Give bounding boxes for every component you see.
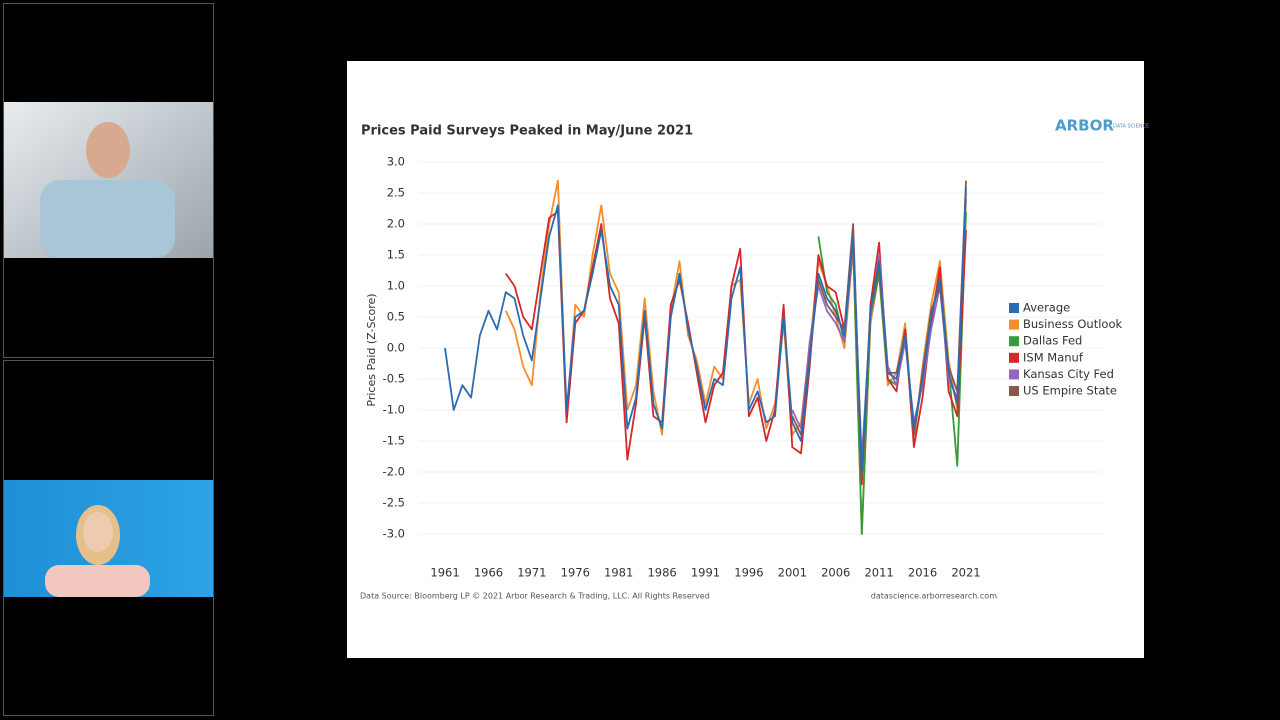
x-tick-label: 2011 bbox=[864, 566, 893, 580]
person bbox=[83, 512, 113, 552]
legend-swatch bbox=[1009, 352, 1019, 363]
legend-swatch bbox=[1009, 386, 1019, 396]
legend-label: Business Outlook bbox=[1023, 317, 1122, 331]
legend-swatch bbox=[1009, 369, 1019, 380]
y-tick-label: 0.0 bbox=[387, 341, 405, 355]
legend-label: Kansas City Fed bbox=[1023, 367, 1114, 381]
x-tick-label: 1961 bbox=[430, 566, 459, 580]
legend-swatch bbox=[1009, 336, 1019, 347]
x-tick-label: 1991 bbox=[691, 566, 720, 580]
chart-title: Prices Paid Surveys Peaked in May/June 2… bbox=[361, 124, 693, 139]
legend-swatch bbox=[1009, 319, 1019, 330]
x-tick-label: 1996 bbox=[734, 566, 763, 580]
y-tick-label: 3.0 bbox=[387, 155, 405, 169]
legend-label: Dallas Fed bbox=[1023, 334, 1082, 348]
y-tick-label: -1.0 bbox=[383, 403, 405, 417]
legend-label: US Empire State bbox=[1023, 384, 1117, 398]
x-tick-label: 2021 bbox=[951, 566, 980, 580]
y-tick-label: -2.0 bbox=[383, 465, 405, 479]
legend-swatch bbox=[1009, 303, 1019, 313]
x-tick-label: 1986 bbox=[647, 566, 676, 580]
series-line bbox=[444, 186, 967, 473]
x-tick-label: 1976 bbox=[561, 566, 590, 580]
y-tick-label: 2.0 bbox=[387, 217, 405, 231]
y-tick-label: 2.5 bbox=[387, 186, 405, 200]
y-tick-label: -3.0 bbox=[383, 527, 405, 541]
x-tick-label: 2006 bbox=[821, 566, 850, 580]
y-axis-label: Prices Paid (Z-Score) bbox=[365, 293, 378, 406]
y-tick-label: -0.5 bbox=[383, 372, 405, 386]
legend-label: ISM Manuf bbox=[1023, 350, 1084, 364]
legend-label: Average bbox=[1023, 301, 1070, 315]
source-note: Data Source: Bloomberg LP © 2021 Arbor R… bbox=[360, 592, 710, 601]
series-line bbox=[791, 192, 967, 461]
y-tick-label: -1.5 bbox=[383, 434, 405, 448]
website: datascience.arborresearch.com bbox=[871, 592, 997, 601]
x-tick-label: 1981 bbox=[604, 566, 633, 580]
y-tick-label: -2.5 bbox=[383, 496, 405, 510]
person bbox=[86, 122, 130, 178]
person bbox=[40, 180, 175, 258]
x-tick-label: 2001 bbox=[778, 566, 807, 580]
person bbox=[45, 565, 150, 597]
y-tick-label: 0.5 bbox=[387, 310, 405, 324]
y-tick-label: 1.5 bbox=[387, 248, 405, 262]
x-tick-label: 1966 bbox=[474, 566, 503, 580]
x-tick-label: 1971 bbox=[517, 566, 546, 580]
logo-sub: DATA SCIENCE bbox=[1113, 124, 1149, 130]
y-tick-label: 1.0 bbox=[387, 279, 405, 293]
logo: ARBOR bbox=[1055, 117, 1114, 135]
x-tick-label: 2016 bbox=[908, 566, 937, 580]
